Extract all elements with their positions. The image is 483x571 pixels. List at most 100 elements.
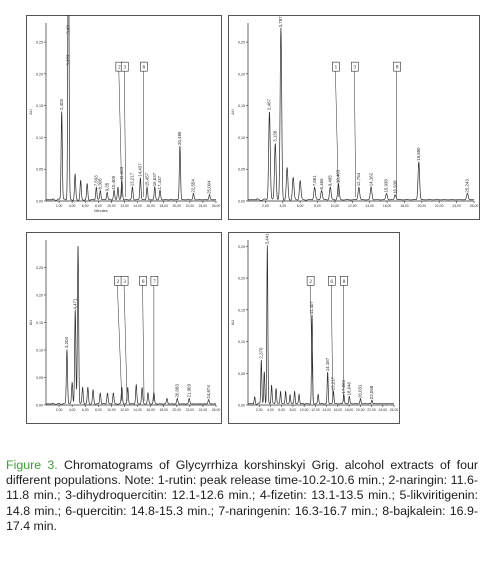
marker-leader — [335, 71, 339, 198]
x-tick-label: 26,00 — [212, 204, 221, 208]
x-tick-label: 24,00 — [452, 204, 461, 208]
x-tick-label: 8,00 — [95, 408, 102, 412]
y-tick-label: 0,10 — [36, 136, 43, 140]
y-tick-label: 0,20 — [36, 72, 43, 76]
marker-label: 3 — [123, 65, 126, 71]
marker-box — [150, 275, 159, 286]
peak-label: 11,603 — [119, 166, 124, 180]
y-tick-label: 0,00 — [238, 200, 245, 204]
y-tick-label: 0,00 — [36, 404, 43, 408]
x-tick-label: 16,00 — [383, 204, 392, 208]
peak-label: 4,471 — [72, 298, 77, 310]
y-tick-label: 0,05 — [238, 168, 245, 172]
x-tick-label: 18,00 — [400, 204, 409, 208]
x-tick-label: 10,00 — [107, 408, 116, 412]
panel-frame — [228, 15, 480, 220]
y-tick-label: 0,20 — [238, 277, 245, 281]
marker-label: 7 — [153, 279, 156, 285]
x-tick-label: 14,00 — [322, 408, 331, 412]
marker-box — [139, 275, 147, 286]
marker-leader — [309, 285, 314, 402]
peak-label: 11,407 — [309, 300, 314, 314]
x-tick-label: 18,00 — [159, 408, 168, 412]
marker-label: 8 — [396, 65, 399, 71]
x-tick-label: 2,00 — [56, 204, 63, 208]
x-tick-label: 10,00 — [300, 408, 309, 412]
chromatogram-trace — [46, 15, 216, 201]
y-tick-label: 0,25 — [238, 41, 245, 45]
peak-label: 15,457 — [144, 172, 149, 186]
y-tick-label: 0,20 — [238, 72, 245, 76]
x-tick-label: 4,00 — [69, 408, 76, 412]
peak-label: 25,243 — [465, 179, 470, 193]
x-tick-label: 16,00 — [146, 408, 155, 412]
y-axis-label: AU — [230, 320, 235, 326]
peak-label: 9,465 — [327, 175, 332, 187]
marker-label: 2 — [118, 65, 121, 71]
chromatogram-trace — [248, 245, 394, 405]
chromatogram-trace — [46, 246, 216, 405]
peak-label: 13,217 — [130, 172, 135, 186]
y-axis-label: AU — [28, 109, 33, 115]
y-axis-label: AU — [28, 320, 33, 326]
panel-frame — [228, 232, 400, 424]
peak-label: 24,874 — [206, 385, 211, 399]
y-tick-label: 0,25 — [36, 41, 43, 45]
x-tick-label: 20,00 — [356, 408, 365, 412]
peak-label: 7,661 — [312, 175, 317, 187]
peak-label: 3,441 — [265, 233, 270, 245]
peak-label: 10,409 — [111, 175, 116, 189]
marker-box — [120, 275, 129, 286]
x-tick-label: 10,00 — [331, 204, 340, 208]
peak-label: 20,031 — [358, 384, 363, 398]
x-tick-label: 16,00 — [334, 408, 343, 412]
x-tick-label: 14,00 — [133, 408, 142, 412]
peak-label: 22,554 — [191, 179, 196, 193]
chromatogram-panel-4: 0,00 0,05 0,10 0,15 0,20 0,25 AU 2,00 4,00 6,00 8,… — [228, 232, 400, 424]
chromatogram-panel-2: 0,00 0,05 0,10 0,15 0,20 0,25 AU 2,00 4,00 6,00 8,… — [228, 15, 480, 220]
x-tick-label: 12,00 — [348, 204, 357, 208]
x-tick-label: 26,00 — [470, 204, 479, 208]
x-tick-label: 4,00 — [279, 204, 286, 208]
x-tick-label: 2,00 — [56, 408, 63, 412]
x-tick-label: 12,00 — [311, 408, 320, 412]
marker-label: 3 — [123, 279, 126, 285]
x-tick-label: 22,00 — [435, 204, 444, 208]
marker-box — [140, 61, 148, 72]
y-tick-label: 0,05 — [238, 372, 245, 376]
x-tick-label: 12,00 — [120, 204, 129, 208]
chromatogram-svg: 0,00 0,05 0,10 0,15 0,20 0,25 AU 2,00 4,00 6,00 8,… — [26, 232, 222, 424]
marker-box — [393, 61, 401, 72]
marker-leader — [124, 71, 127, 198]
peak-label: 3,204 — [64, 336, 69, 348]
peak-label: 9,35 — [104, 182, 109, 191]
x-tick-label: 20,00 — [173, 204, 182, 208]
peak-label: 19,650 — [416, 147, 421, 161]
marker-box — [332, 61, 340, 72]
peak-label: 2,370 — [259, 347, 264, 359]
marker-leader — [118, 71, 123, 198]
x-tick-label: 16,00 — [146, 204, 155, 208]
x-tick-label: 6,00 — [297, 204, 304, 208]
x-tick-label: 4,00 — [69, 204, 76, 208]
chromatogram-svg: 0,00 0,05 0,10 0,15 0,20 0,25 AU 2,00 4,00 6,00 8,… — [26, 15, 222, 220]
peak-label: 25,004 — [207, 180, 212, 194]
marker-box — [340, 275, 348, 286]
y-tick-label: 0,25 — [36, 266, 43, 270]
x-tick-label: 18,00 — [159, 204, 168, 208]
x-tick-label: 18,00 — [345, 408, 354, 412]
y-tick-label: 0,00 — [36, 200, 43, 204]
peak-label: 22,068 — [369, 385, 374, 399]
x-tick-label: 10,00 — [107, 204, 116, 208]
marker-label: 6 — [142, 279, 145, 285]
peak-label: 20,485 — [177, 131, 182, 145]
y-tick-label: 0,25 — [238, 245, 245, 249]
marker-box — [120, 61, 129, 72]
x-tick-label: 24,00 — [199, 204, 208, 208]
y-tick-label: 0,20 — [36, 294, 43, 298]
x-tick-label: 24,00 — [379, 408, 388, 412]
marker-label: 8 — [343, 279, 346, 285]
panel-frame — [26, 15, 222, 220]
marker-box — [327, 275, 336, 286]
x-tick-label: 22,00 — [186, 204, 195, 208]
